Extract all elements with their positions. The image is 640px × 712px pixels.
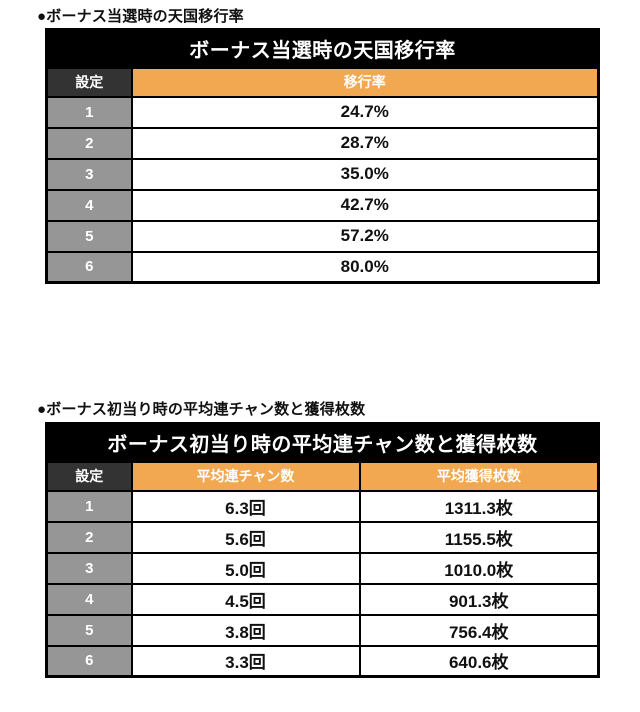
setting-cell: 4 (45, 188, 133, 222)
table-title-row: ボーナス当選時の天国移行率 (45, 28, 600, 69)
table-title-row: ボーナス初当り時の平均連チャン数と獲得枚数 (45, 422, 600, 463)
value-cell: 80.0% (130, 250, 600, 284)
column-header-setting: 設定 (45, 460, 133, 492)
value-cell: 3.8回 (130, 613, 361, 647)
table-title: ボーナス当選時の天国移行率 (45, 28, 600, 69)
value-cell: 756.4枚 (358, 613, 600, 647)
value-cell: 5.6回 (130, 520, 361, 554)
column-header-avg-streak: 平均連チャン数 (130, 460, 361, 492)
value-cell: 4.5回 (130, 582, 361, 616)
setting-cell: 2 (45, 520, 133, 554)
table-header-row: 設定 平均連チャン数 平均獲得枚数 (45, 460, 600, 492)
table-row: 3 5.0回 1010.0枚 (45, 551, 600, 585)
table-row: 4 42.7% (45, 188, 600, 222)
setting-cell: 5 (45, 613, 133, 647)
value-cell: 1155.5枚 (358, 520, 600, 554)
value-cell: 640.6枚 (358, 644, 600, 678)
table-row: 6 80.0% (45, 250, 600, 284)
setting-cell: 6 (45, 250, 133, 284)
column-header-transition-rate: 移行率 (130, 66, 600, 98)
value-cell: 28.7% (130, 126, 600, 160)
table-row: 1 6.3回 1311.3枚 (45, 489, 600, 523)
table-title: ボーナス初当り時の平均連チャン数と獲得枚数 (45, 422, 600, 463)
table-row: 2 28.7% (45, 126, 600, 160)
value-cell: 42.7% (130, 188, 600, 222)
setting-cell: 1 (45, 95, 133, 129)
setting-cell: 1 (45, 489, 133, 523)
table-header-row: 設定 移行率 (45, 66, 600, 98)
value-cell: 3.3回 (130, 644, 361, 678)
heaven-transition-table: ボーナス当選時の天国移行率 設定 移行率 1 24.7% 2 28.7% 3 3… (45, 28, 600, 284)
table-row: 3 35.0% (45, 157, 600, 191)
setting-cell: 4 (45, 582, 133, 616)
value-cell: 901.3枚 (358, 582, 600, 616)
value-cell: 5.0回 (130, 551, 361, 585)
setting-cell: 5 (45, 219, 133, 253)
column-header-setting: 設定 (45, 66, 133, 98)
table-row: 1 24.7% (45, 95, 600, 129)
column-header-avg-payout: 平均獲得枚数 (358, 460, 600, 492)
setting-cell: 6 (45, 644, 133, 678)
section-heading-average-streak: ●ボーナス初当り時の平均連チャン数と獲得枚数 (37, 401, 366, 418)
average-streak-payout-table: ボーナス初当り時の平均連チャン数と獲得枚数 設定 平均連チャン数 平均獲得枚数 … (45, 422, 600, 678)
setting-cell: 3 (45, 551, 133, 585)
table-row: 5 3.8回 756.4枚 (45, 613, 600, 647)
value-cell: 24.7% (130, 95, 600, 129)
value-cell: 1010.0枚 (358, 551, 600, 585)
table-row: 2 5.6回 1155.5枚 (45, 520, 600, 554)
value-cell: 6.3回 (130, 489, 361, 523)
table-row: 5 57.2% (45, 219, 600, 253)
table-row: 6 3.3回 640.6枚 (45, 644, 600, 678)
value-cell: 1311.3枚 (358, 489, 600, 523)
table-row: 4 4.5回 901.3枚 (45, 582, 600, 616)
value-cell: 57.2% (130, 219, 600, 253)
section-heading-heaven-transition: ●ボーナス当選時の天国移行率 (37, 8, 244, 25)
value-cell: 35.0% (130, 157, 600, 191)
setting-cell: 3 (45, 157, 133, 191)
setting-cell: 2 (45, 126, 133, 160)
